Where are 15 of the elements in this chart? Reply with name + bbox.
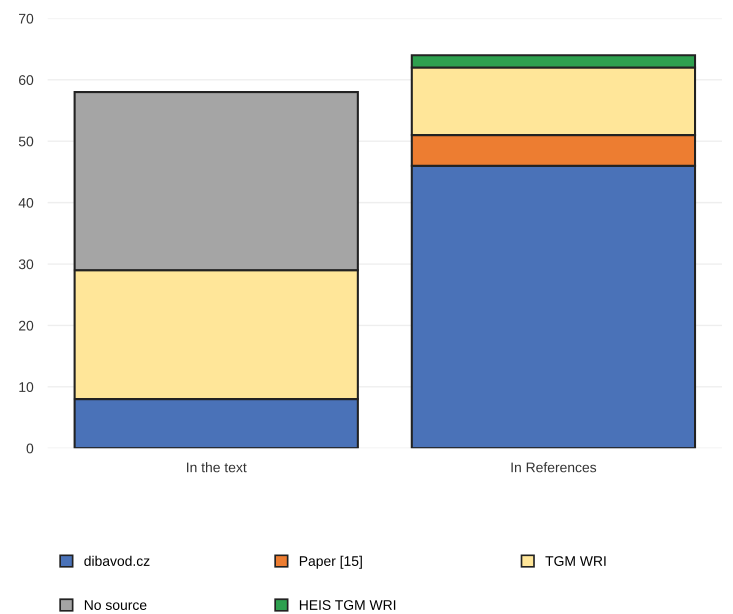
legend-label: HEIS TGM WRI (300, 600, 396, 610)
x-tick-label: In References (511, 462, 596, 472)
legend-label: TGM WRI (545, 556, 606, 566)
y-tick-label: 40 (18, 198, 34, 208)
y-tick-label: 60 (19, 75, 34, 85)
y-tick-label: 20 (19, 320, 34, 331)
legend-label: dibavod.cz (84, 556, 150, 566)
y-tick-label: 70 (19, 14, 34, 24)
legend-label: No source (84, 600, 146, 610)
legend-label: Paper [15] (300, 556, 362, 569)
y-tick-label: 50 (18, 136, 34, 146)
x-tick-label: In the text (187, 462, 247, 472)
y-tick-label: 0 (26, 444, 34, 454)
y-tick-label: 10 (19, 382, 34, 392)
y-tick-label: 30 (18, 259, 34, 270)
